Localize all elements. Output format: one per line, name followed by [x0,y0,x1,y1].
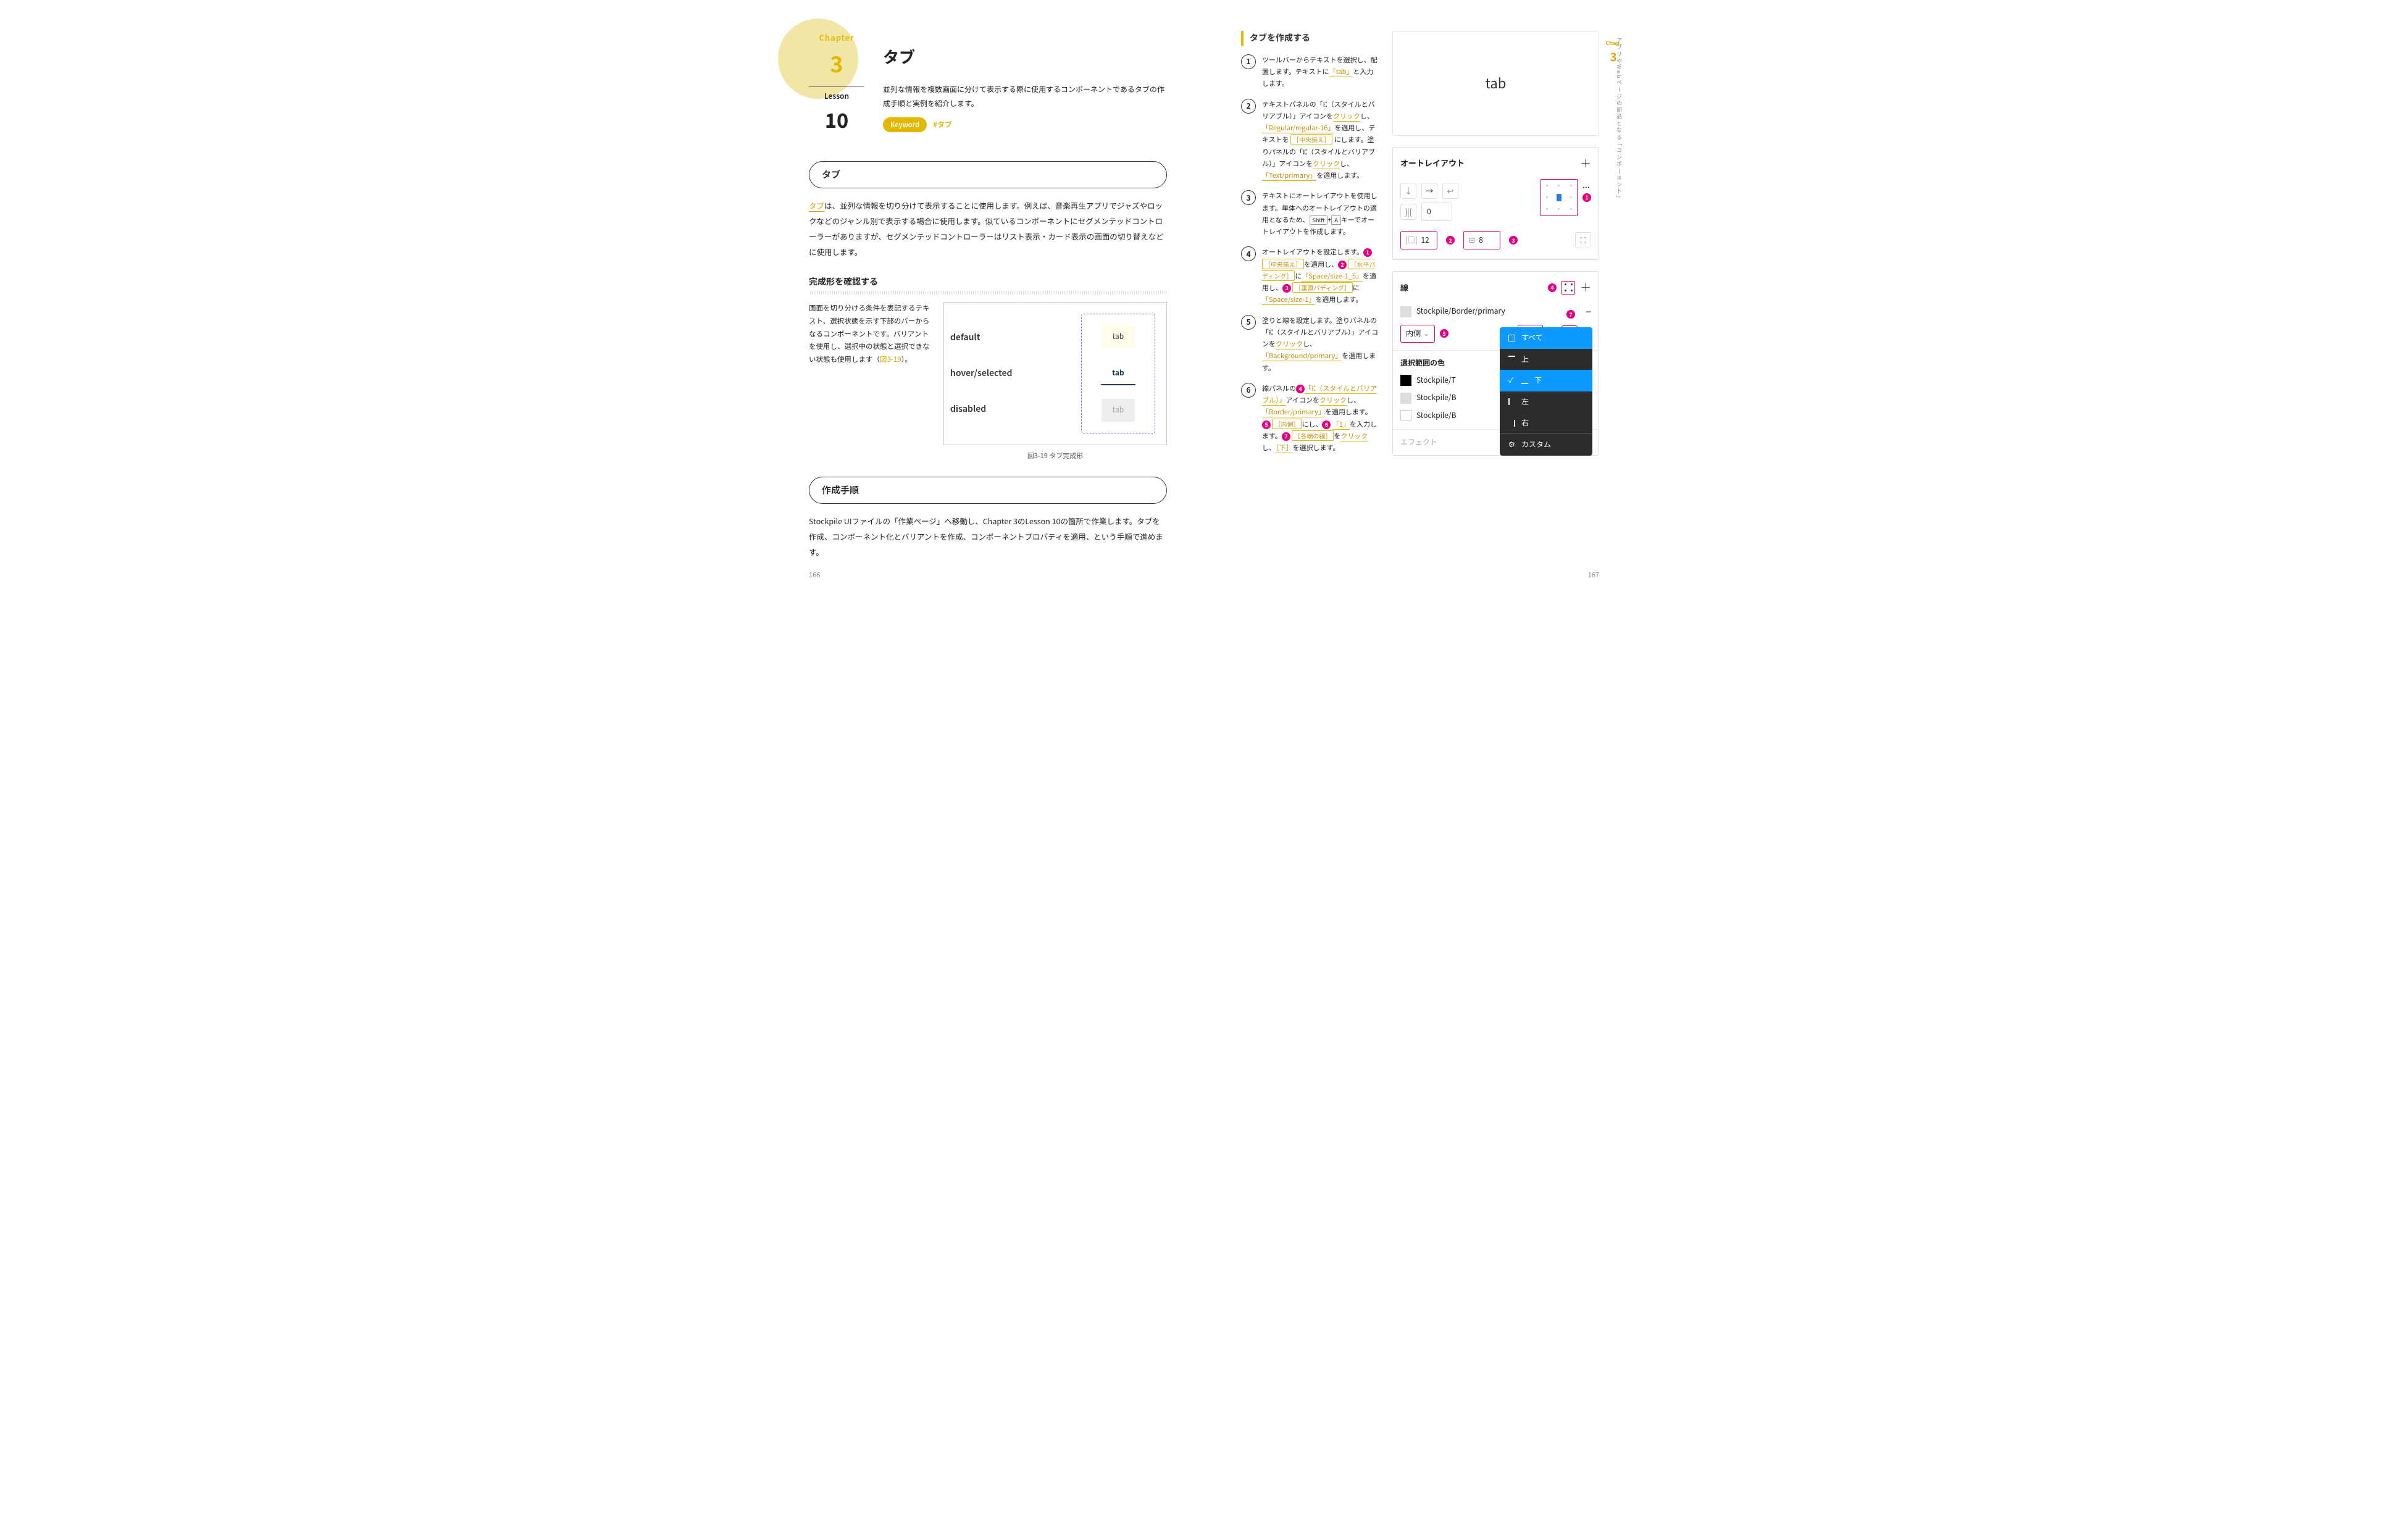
marker-4: 4 [1548,283,1557,292]
step-number: 4 [1241,246,1256,261]
steps-heading: タブを作成する [1241,31,1380,46]
marker-3: 3 [1509,236,1518,245]
step-number: 2 [1241,99,1256,114]
tab-default: tab [1102,325,1135,348]
term-link: タブ [809,199,824,212]
side-running-head: アプリやWebページの部品となる「コンポーネント」 [1615,37,1624,201]
page-number-right: 167 [1588,569,1599,581]
step-item: 5 塗りと線を設定します。塗りパネルの「⁝⁚（スタイルとバリアブル）」アイコンをク… [1241,315,1380,374]
section-heading-tab: タブ [809,161,1167,188]
page-title: タブ [883,43,1167,70]
step-text: テキストにオートレイアウトを使用します。単体へのオートレイアウトの適用となるため… [1262,190,1380,238]
tab-variants-frame: tab tab tab [1081,314,1155,433]
color-swatch [1400,393,1411,404]
step-number: 1 [1241,54,1256,69]
figure-box: default hover/selected disabled tab tab … [943,302,1167,445]
lede-text: 並列な情報を複数画面に分けて表示する際に使用するコンポーネントであるタブの作成手… [883,83,1167,111]
chapter-number: 3 [809,44,864,82]
step-text: オートレイアウトを設定します。1 ［中央揃え］を適用し、2 ［水平パディング］に… [1262,246,1380,306]
color-name: Stockpile/T [1416,374,1456,387]
tab-disabled: tab [1102,399,1135,421]
lesson-label: Lesson [809,90,864,102]
remove-icon[interactable]: − [1586,303,1591,320]
wrap-icon[interactable]: ↩ [1442,183,1458,199]
variant-label-default: default [950,323,1081,353]
variant-label-hover: hover/selected [950,359,1081,388]
keyword-badge: Keyword [883,117,927,133]
step-text: 線パネルの4「⁝⁚（スタイルとバリアブル）」アイコンをクリックし、「Border… [1262,383,1380,454]
lesson-number: 10 [809,103,864,136]
add-stroke-icon[interactable]: ＋ [1580,278,1591,297]
figure-ref: 図3-19 [880,354,901,364]
autolayout-panel: オートレイアウト ＋ ↓ → ↩ ]|[ 0 [1392,147,1599,260]
body-paragraph-2: Stockpile UIファイルの「作業ページ」へ移動し、Chapter 3のL… [809,513,1167,559]
indep-padding-icon[interactable]: ⛶ [1575,232,1591,248]
keyword-tag: #タブ [933,119,952,131]
wavy-rule [809,291,1167,295]
page-number-left: 166 [809,569,820,581]
step-item: 4 オートレイアウトを設定します。1 ［中央揃え］を適用し、2 ［水平パディング］… [1241,246,1380,306]
section-heading-steps: 作成手順 [809,477,1167,504]
variant-label-disabled: disabled [950,395,1081,424]
dd-all[interactable]: すべて [1500,327,1592,348]
step-text: テキストパネルの「⁝⁚（スタイルとバリアブル）」アイコンをクリックし、「Regu… [1262,99,1380,182]
stroke-position-select[interactable]: 内側 ⌄ [1400,325,1435,342]
step-number: 5 [1241,315,1256,330]
step-text: ツールバーからテキストを選択し、配置します。テキストに「tab」と入力します。 [1262,54,1380,90]
autolayout-title: オートレイアウト [1400,156,1465,170]
direction-right-icon[interactable]: → [1421,183,1437,199]
step-item: 6 線パネルの4「⁝⁚（スタイルとバリアブル）」アイコンをクリックし、「Borde… [1241,383,1380,454]
left-icon [1508,398,1515,405]
figure-caption: 図3-19 タブ完成形 [943,450,1167,462]
direction-down-icon[interactable]: ↓ [1400,183,1416,199]
body-paragraph-1: タブは、並列な情報を切り分けて表示することに使用します。例えば、音楽再生アプリで… [809,198,1167,259]
color-swatch [1400,410,1411,421]
color-swatch [1400,375,1411,386]
marker-2: 2 [1446,236,1455,245]
marker-5: 5 [1440,329,1449,338]
sliders-icon: ⚙ [1508,438,1515,451]
add-icon[interactable]: ＋ [1580,154,1591,173]
chapter-label: Chapter [809,31,864,44]
step-item: 1 ツールバーからテキストを選択し、配置します。テキストに「tab」と入力します。 [1241,54,1380,90]
canvas-preview: tab [1392,31,1599,136]
square-icon [1508,335,1515,341]
dd-top[interactable]: 上 [1500,349,1592,370]
step-text: 塗りと線を設定します。塗りパネルの「⁝⁚（スタイルとバリアブル）」アイコンをクリ… [1262,315,1380,374]
pad-v-input[interactable]: ⊟ 8 [1463,231,1500,249]
dd-right[interactable]: 右 [1500,412,1592,433]
alignment-grid[interactable] [1541,179,1578,216]
more-icon[interactable]: ⋯ [1582,182,1591,194]
bottom-icon [1521,377,1528,384]
stroke-sides-dropdown: すべて 上 ✓下 左 右 ⚙カスタム [1500,327,1592,455]
styles-icon[interactable] [1561,281,1575,295]
tab-selected: tab [1101,362,1135,385]
color-name: Stockpile/B [1416,391,1457,404]
figure-description: 画面を切り分ける条件を表記するテキスト、選択状態を示す下部のバーからなるコンポー… [809,302,932,366]
gap-icon: ]|[ [1400,204,1416,220]
top-icon [1508,356,1515,362]
gap-input[interactable]: 0 [1421,203,1452,221]
stroke-swatch [1400,306,1411,317]
step-number: 6 [1241,383,1256,398]
dd-left[interactable]: 左 [1500,391,1592,412]
stroke-panel: 線 4 ＋ Stockpile/Border/primary − 内側 ⌄ 5 [1392,271,1599,455]
stroke-style-name: Stockpile/Border/primary [1416,305,1581,317]
stroke-title: 線 [1400,281,1408,295]
chapter-header: Chapter 3 Lesson 10 タブ 並列な情報を複数画面に分けて表示す… [809,31,1167,136]
dd-bottom[interactable]: ✓下 [1500,370,1592,391]
right-icon [1508,420,1515,427]
color-name: Stockpile/B [1416,409,1457,422]
sub-heading-complete: 完成形を確認する [809,275,1167,290]
step-item: 3 テキストにオートレイアウトを使用します。単体へのオートレイアウトの適用となるた… [1241,190,1380,238]
canvas-text: tab [1486,72,1507,94]
marker-1: 1 [1582,193,1591,202]
step-item: 2 テキストパネルの「⁝⁚（スタイルとバリアブル）」アイコンをクリックし、「Reg… [1241,99,1380,182]
dd-custom[interactable]: ⚙カスタム [1500,433,1592,455]
check-icon: ✓ [1508,374,1515,387]
pad-h-input[interactable]: |□| 12 [1400,231,1437,249]
step-number: 3 [1241,190,1256,205]
